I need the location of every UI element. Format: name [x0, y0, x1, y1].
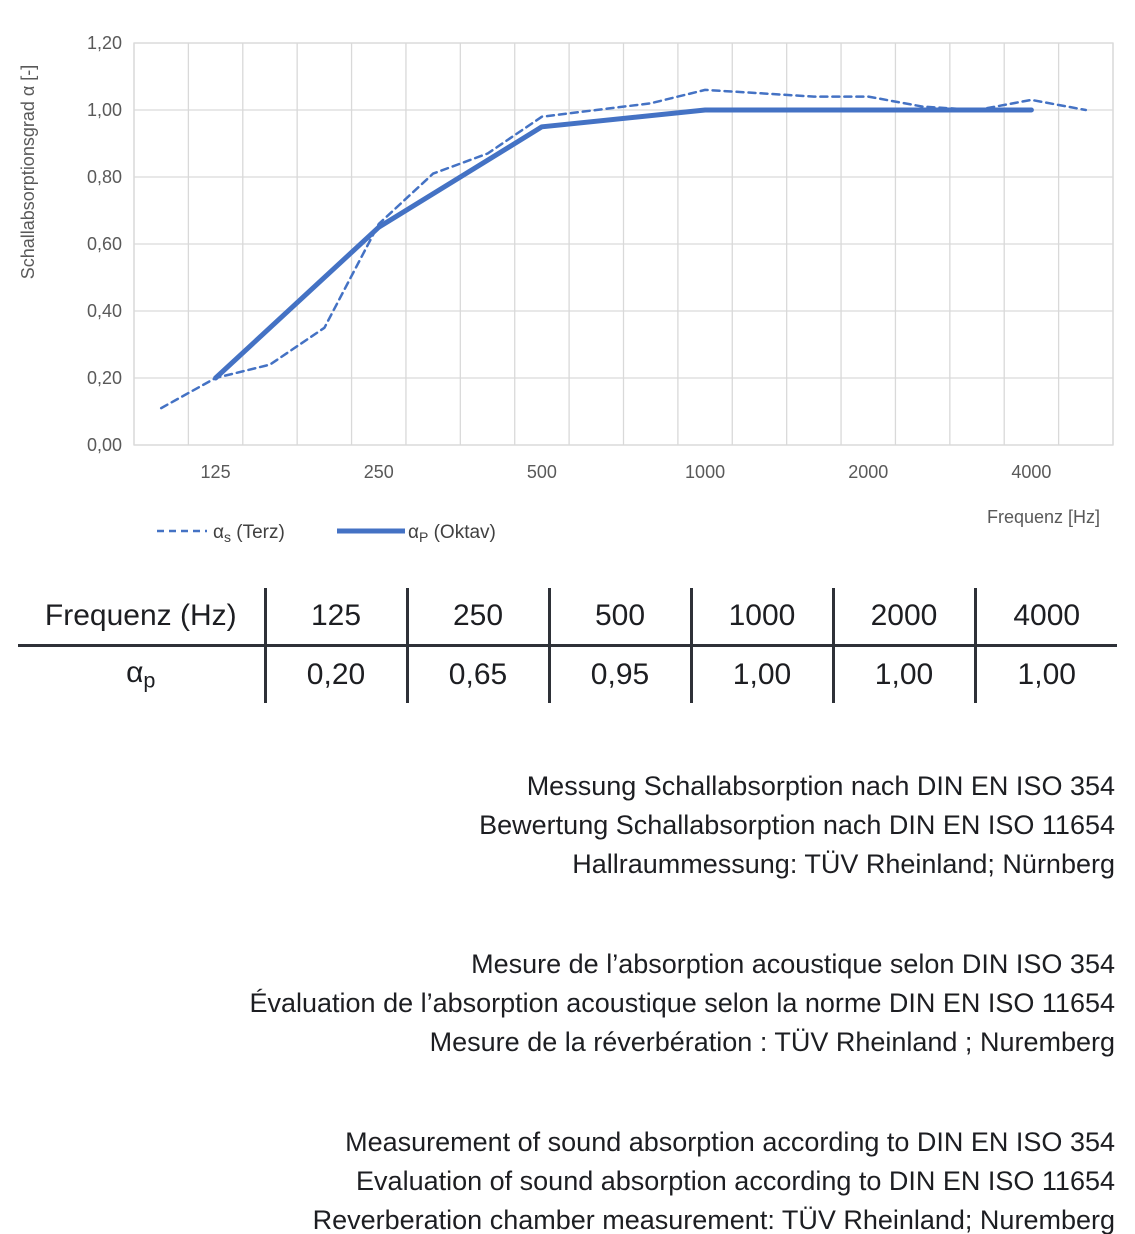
series-line-alpha-s-terz [159, 88, 1088, 410]
x-tick-label: 125 [201, 462, 231, 482]
note-line: Evaluation of sound absorption according… [356, 1166, 1115, 1196]
x-tick-label: 2000 [848, 462, 888, 482]
note-line: Mesure de l’absorption acoustique selon … [471, 949, 1115, 979]
table-freq-250: 250 [405, 588, 549, 647]
chart-legend: αs (Terz) αP (Oktav) [157, 522, 496, 545]
table-freq-4000: 4000 [973, 588, 1117, 647]
note-line: Reverberation chamber measurement: TÜV R… [312, 1205, 1115, 1234]
note-line: Bewertung Schallabsorption nach DIN EN I… [479, 810, 1115, 840]
note-line: Évaluation de l’absorption acoustique se… [249, 988, 1115, 1018]
absorption-chart: 0,00 0,20 0,40 0,60 0,80 1,00 1,20 125 250 500 100… [0, 0, 1135, 575]
table-row-label-alpha-p: αp [126, 656, 156, 693]
x-tick-label: 4000 [1011, 462, 1051, 482]
chart-canvas: 0,00 0,20 0,40 0,60 0,80 1,00 1,20 125 250 500 100… [18, 33, 1114, 545]
note-line: Messung Schallabsorption nach DIN EN ISO… [526, 771, 1115, 801]
y-tick-label: 0,20 [87, 368, 122, 388]
y-tick-label: 1,00 [87, 100, 122, 120]
table-header-frequency: Frequenz (Hz) [18, 588, 265, 647]
note-line: Mesure de la réverbération : TÜV Rheinla… [429, 1027, 1115, 1057]
chart-gridlines [133, 42, 1114, 446]
series-line-alpha-p-oktav [213, 107, 1034, 381]
absorption-values-table: Frequenz (Hz) 125 250 500 1000 2000 4000… [18, 588, 1117, 703]
chart-tick-labels: 0,00 0,20 0,40 0,60 0,80 1,00 1,20 125 250 500 100… [87, 33, 1051, 482]
legend-label-oktav: αP (Oktav) [408, 522, 496, 545]
y-tick-label: 0,40 [87, 301, 122, 321]
table-freq-500: 500 [547, 588, 691, 647]
x-axis-title: Frequenz [Hz] [987, 507, 1100, 527]
y-tick-label: 1,20 [87, 33, 122, 53]
legend-label-terz: αs (Terz) [213, 522, 285, 545]
notes-german: Messung Schallabsorption nach DIN EN ISO… [0, 767, 1115, 884]
y-tick-label: 0,80 [87, 167, 122, 187]
table-value-2000: 1,00 [831, 645, 975, 703]
note-line: Hallraummessung: TÜV Rheinland; Nürnberg [572, 849, 1115, 879]
table-freq-1000: 1000 [689, 588, 833, 647]
table-alpha-row: αp 0,20 0,65 0,95 1,00 1,00 1,00 [18, 645, 1117, 703]
notes-english: Measurement of sound absorption accordin… [0, 1123, 1115, 1234]
chart-series [159, 88, 1088, 410]
notes-french: Mesure de l’absorption acoustique selon … [0, 945, 1115, 1062]
table-value-125: 0,20 [263, 645, 407, 703]
y-tick-label: 0,60 [87, 234, 122, 254]
x-tick-label: 250 [364, 462, 394, 482]
table-freq-2000: 2000 [831, 588, 975, 647]
table-value-250: 0,65 [405, 645, 549, 703]
plot-border [133, 42, 1114, 446]
y-axis-title: Schallabsorptionsgrad α [-] [18, 65, 38, 280]
note-line: Measurement of sound absorption accordin… [345, 1127, 1115, 1157]
x-tick-label: 500 [527, 462, 557, 482]
table-value-4000: 1,00 [973, 645, 1117, 703]
x-tick-label: 1000 [685, 462, 725, 482]
table-header-row: Frequenz (Hz) 125 250 500 1000 2000 4000 [18, 588, 1117, 647]
table-value-500: 0,95 [547, 645, 691, 703]
measurement-notes: Messung Schallabsorption nach DIN EN ISO… [0, 767, 1135, 1234]
table-value-1000: 1,00 [689, 645, 833, 703]
table-freq-125: 125 [263, 588, 407, 647]
y-tick-label: 0,00 [87, 435, 122, 455]
